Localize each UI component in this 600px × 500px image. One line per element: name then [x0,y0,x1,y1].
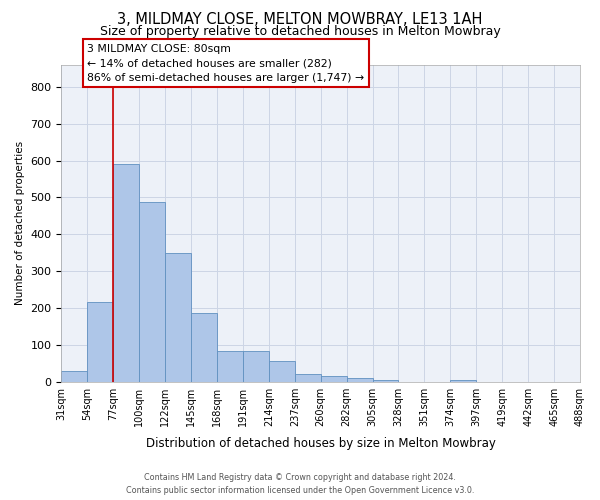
Text: 3, MILDMAY CLOSE, MELTON MOWBRAY, LE13 1AH: 3, MILDMAY CLOSE, MELTON MOWBRAY, LE13 1… [118,12,482,28]
Bar [295,374,321,382]
Text: 3 MILDMAY CLOSE: 80sqm
← 14% of detached houses are smaller (282)
86% of semi-de: 3 MILDMAY CLOSE: 80sqm ← 14% of detached… [88,44,364,83]
Bar [191,314,217,382]
Bar [217,351,243,382]
Bar [373,380,398,382]
X-axis label: Distribution of detached houses by size in Melton Mowbray: Distribution of detached houses by size … [146,437,496,450]
Bar [61,370,88,382]
Bar [269,360,295,382]
Bar [243,351,269,382]
Text: Size of property relative to detached houses in Melton Mowbray: Size of property relative to detached ho… [100,25,500,38]
Bar [165,252,191,382]
Bar [139,202,165,382]
Bar [113,164,139,382]
Y-axis label: Number of detached properties: Number of detached properties [15,141,25,305]
Bar [451,380,476,382]
Bar [88,302,113,382]
Bar [321,376,347,382]
Bar [347,378,373,382]
Text: Contains HM Land Registry data © Crown copyright and database right 2024.
Contai: Contains HM Land Registry data © Crown c… [126,474,474,495]
